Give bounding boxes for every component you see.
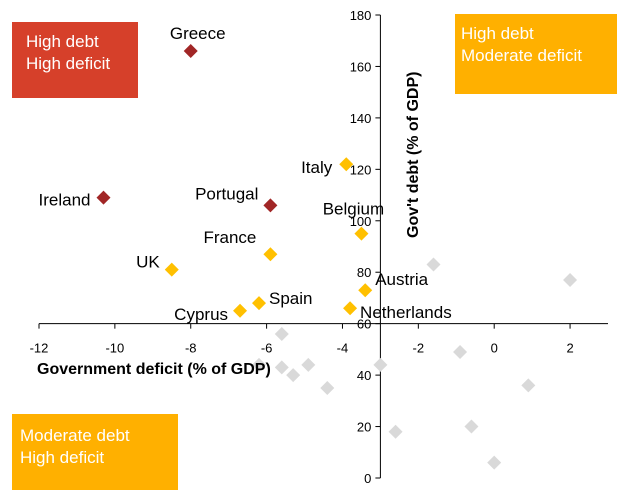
quadrant-label-line2: Moderate deficit: [461, 46, 582, 65]
point-labels: Greece Ireland Portugal Italy Belgium France U…: [39, 24, 452, 324]
data-point: [263, 247, 278, 262]
y-tick-label: 40: [357, 368, 371, 383]
data-point: [233, 303, 248, 318]
x-tick-label: -12: [30, 341, 49, 356]
x-tick-label: -8: [185, 341, 197, 356]
data-point-other: [563, 272, 578, 287]
data-point-other: [521, 378, 536, 393]
y-axis-title: Gov't debt (% of GDP): [405, 72, 422, 238]
data-point: [354, 226, 369, 241]
x-tick-label: -10: [105, 341, 124, 356]
data-point-other: [274, 360, 289, 375]
point-label: Netherlands: [360, 303, 452, 322]
x-tick-label: -4: [337, 341, 349, 356]
y-tick-label: 160: [350, 59, 372, 74]
data-point: [96, 190, 111, 205]
data-point: [358, 283, 373, 298]
quadrant-label-line2: High deficit: [20, 448, 105, 467]
point-label: Greece: [170, 24, 226, 43]
point-label: Spain: [269, 289, 312, 308]
point-label: Italy: [301, 158, 333, 177]
data-point-other: [301, 357, 316, 372]
x-tick-label: 0: [491, 341, 498, 356]
data-point: [183, 44, 198, 59]
y-tick-label: 100: [350, 214, 372, 229]
data-point: [263, 198, 278, 213]
quadrant-label-line1: Moderate debt: [20, 426, 130, 445]
point-label: France: [203, 228, 256, 247]
y-tick-label: 0: [364, 471, 371, 486]
data-point-other: [286, 368, 301, 383]
data-point-other: [464, 419, 479, 434]
y-tick-label: 20: [357, 420, 371, 435]
quadrant-label-line1: High debt: [26, 32, 99, 51]
x-tick-label: 2: [566, 341, 573, 356]
y-tick-label: 80: [357, 265, 371, 280]
quadrant-high-debt-high-deficit: High debt High deficit: [12, 22, 138, 98]
point-label: Belgium: [323, 200, 384, 219]
point-label: UK: [136, 253, 160, 272]
data-point-other: [487, 455, 502, 470]
data-point-other: [453, 344, 468, 359]
data-point-other: [252, 357, 267, 372]
data-point: [339, 157, 354, 172]
data-point: [252, 296, 267, 311]
quadrant-label-line1: High debt: [461, 24, 534, 43]
point-label: Cyprus: [174, 305, 228, 324]
data-point: [164, 262, 179, 277]
data-point-other: [320, 380, 335, 395]
x-axis-title: Government deficit (% of GDP): [37, 361, 271, 378]
quadrant-high-debt-moderate-deficit: High debt Moderate deficit: [455, 14, 617, 94]
data-point-other: [388, 424, 403, 439]
point-label: Ireland: [39, 191, 91, 210]
y-axis: 0 20 40 60 80 100 120 140 160 180: [350, 8, 381, 486]
x-tick-label: -6: [261, 341, 273, 356]
y-tick-label: 140: [350, 111, 372, 126]
x-tick-label: -2: [413, 341, 425, 356]
y-tick-label: 60: [357, 317, 371, 332]
data-point-other: [274, 326, 289, 341]
y-tick-label: 120: [350, 162, 372, 177]
quadrant-moderate-debt-high-deficit: Moderate debt High deficit: [12, 414, 178, 490]
y-tick-label: 180: [350, 8, 372, 23]
quadrant-label-line2: High deficit: [26, 54, 111, 73]
x-axis: -12 -10 -8 -6 -4 -2 0 2: [30, 323, 608, 356]
data-points: [96, 44, 578, 470]
point-label: Austria: [375, 270, 428, 289]
data-point: [343, 301, 358, 316]
data-point-other: [426, 257, 441, 272]
data-point-other: [373, 357, 388, 372]
point-label: Portugal: [195, 184, 258, 203]
